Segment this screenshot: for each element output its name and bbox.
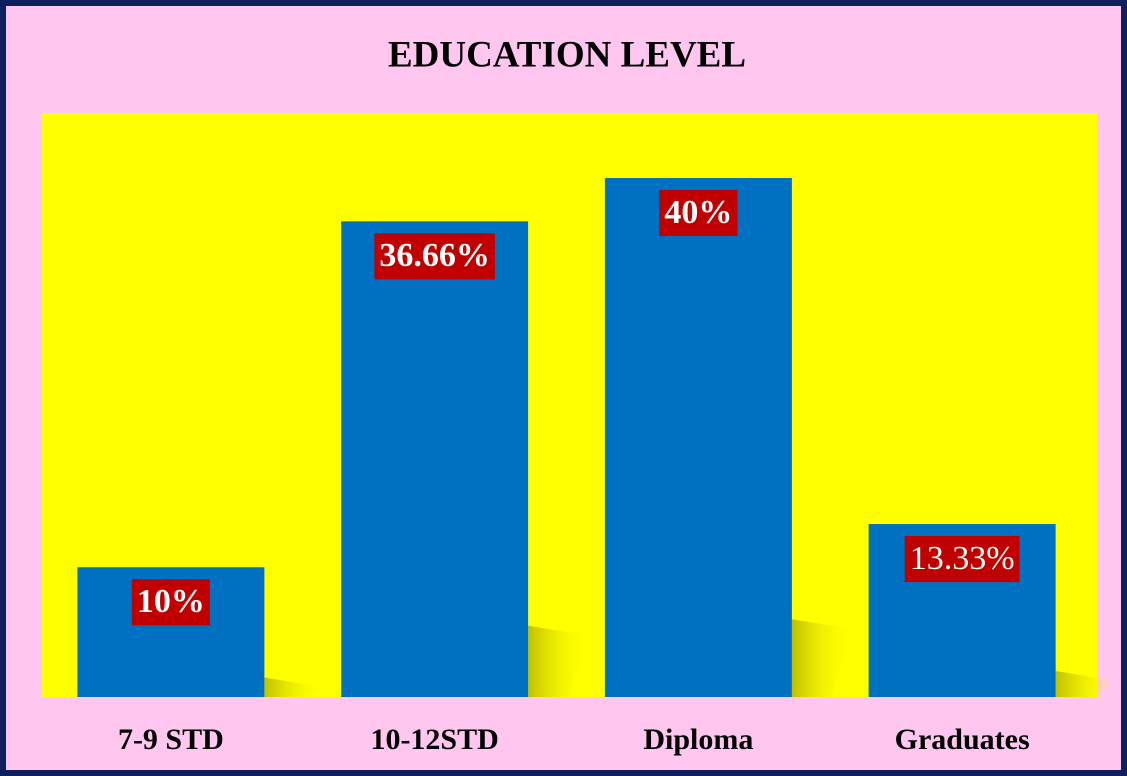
chart-title: EDUCATION LEVEL (388, 34, 746, 75)
bar-shadow (264, 677, 325, 697)
value-label-box (131, 579, 210, 626)
value-label-box (659, 190, 738, 236)
value-label-box (904, 536, 1020, 583)
x-tick-label: Diploma (643, 723, 753, 756)
x-tick-label: Graduates (895, 723, 1030, 756)
x-tick-label: 10-12STD (370, 723, 498, 756)
bar-shadow (528, 625, 589, 697)
bar (604, 178, 792, 697)
bar-shadow (791, 619, 852, 697)
bar (341, 221, 529, 698)
x-tick-label: 7-9 STD (118, 723, 224, 756)
value-label: 36.66% (379, 237, 490, 274)
bar-shadow (1055, 671, 1116, 697)
value-label: 10% (137, 583, 205, 620)
value-label: 13.33% (910, 540, 1015, 577)
value-label-box (374, 233, 495, 280)
value-label: 40% (664, 194, 732, 231)
